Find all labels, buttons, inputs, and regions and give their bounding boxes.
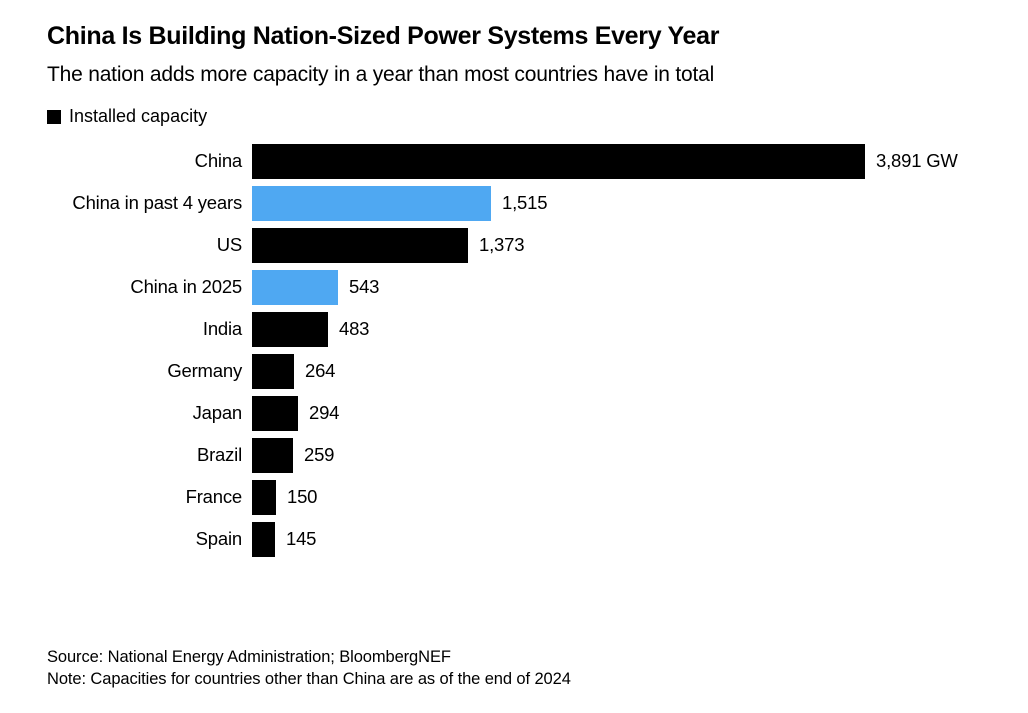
bar-brazil bbox=[252, 437, 293, 473]
category-label: China in 2025 bbox=[130, 276, 242, 298]
legend-label: Installed capacity bbox=[69, 106, 208, 127]
bar-row-spain: Spain 145 bbox=[47, 518, 981, 560]
category-label: India bbox=[202, 318, 242, 340]
value-label: 294 bbox=[309, 402, 340, 424]
bar-china bbox=[252, 143, 865, 179]
value-label: 264 bbox=[305, 360, 336, 382]
category-label: China bbox=[194, 150, 243, 172]
category-label: Japan bbox=[192, 402, 243, 424]
category-label: Germany bbox=[167, 360, 242, 382]
note-line: Note: Capacities for countries other tha… bbox=[47, 669, 571, 688]
category-label: China in past 4 years bbox=[72, 192, 242, 214]
bar-row-india: India 483 bbox=[47, 308, 981, 350]
bar-row-china-2025: China in 2025 543 bbox=[47, 266, 981, 308]
bar-us bbox=[252, 227, 468, 263]
bar-row-china: China 3,891 GW bbox=[47, 140, 981, 182]
category-label: Brazil bbox=[196, 444, 242, 466]
value-label: 1,373 bbox=[479, 234, 525, 256]
value-label: 543 bbox=[349, 276, 380, 298]
chart-subtitle: The nation adds more capacity in a year … bbox=[47, 63, 715, 86]
bar-row-china-past-4-years: China in past 4 years 1,515 bbox=[47, 182, 981, 224]
bar-germany bbox=[252, 353, 294, 389]
category-label: US bbox=[216, 234, 243, 256]
value-label: 483 bbox=[339, 318, 370, 340]
bar-france bbox=[252, 479, 276, 515]
value-label: 3,891 GW bbox=[876, 150, 958, 172]
bar-chart: China 3,891 GW China in past 4 years 1,5… bbox=[47, 140, 981, 560]
chart-title: China Is Building Nation-Sized Power Sys… bbox=[47, 22, 720, 50]
bar-row-brazil: Brazil 259 bbox=[47, 434, 981, 476]
category-label: Spain bbox=[195, 528, 243, 550]
bar-row-japan: Japan 294 bbox=[47, 392, 981, 434]
legend: Installed capacity bbox=[47, 106, 981, 127]
bar-row-germany: Germany 264 bbox=[47, 350, 981, 392]
category-label: France bbox=[185, 486, 243, 508]
bar-spain bbox=[252, 521, 275, 557]
bar-india bbox=[252, 311, 328, 347]
bar-china-2025 bbox=[252, 269, 338, 305]
legend-swatch-icon bbox=[47, 109, 61, 124]
bar-japan bbox=[252, 395, 298, 431]
source-line: Source: National Energy Administration; … bbox=[47, 648, 451, 666]
bar-row-france: France 150 bbox=[47, 476, 981, 518]
value-label: 145 bbox=[286, 528, 317, 550]
value-label: 259 bbox=[304, 444, 335, 466]
bar-china-past-4-years bbox=[252, 185, 491, 221]
bar-row-us: US 1,373 bbox=[47, 224, 981, 266]
value-label: 150 bbox=[287, 486, 318, 508]
footnotes: Source: National Energy Administration; … bbox=[47, 647, 571, 691]
value-label: 1,515 bbox=[502, 192, 548, 214]
